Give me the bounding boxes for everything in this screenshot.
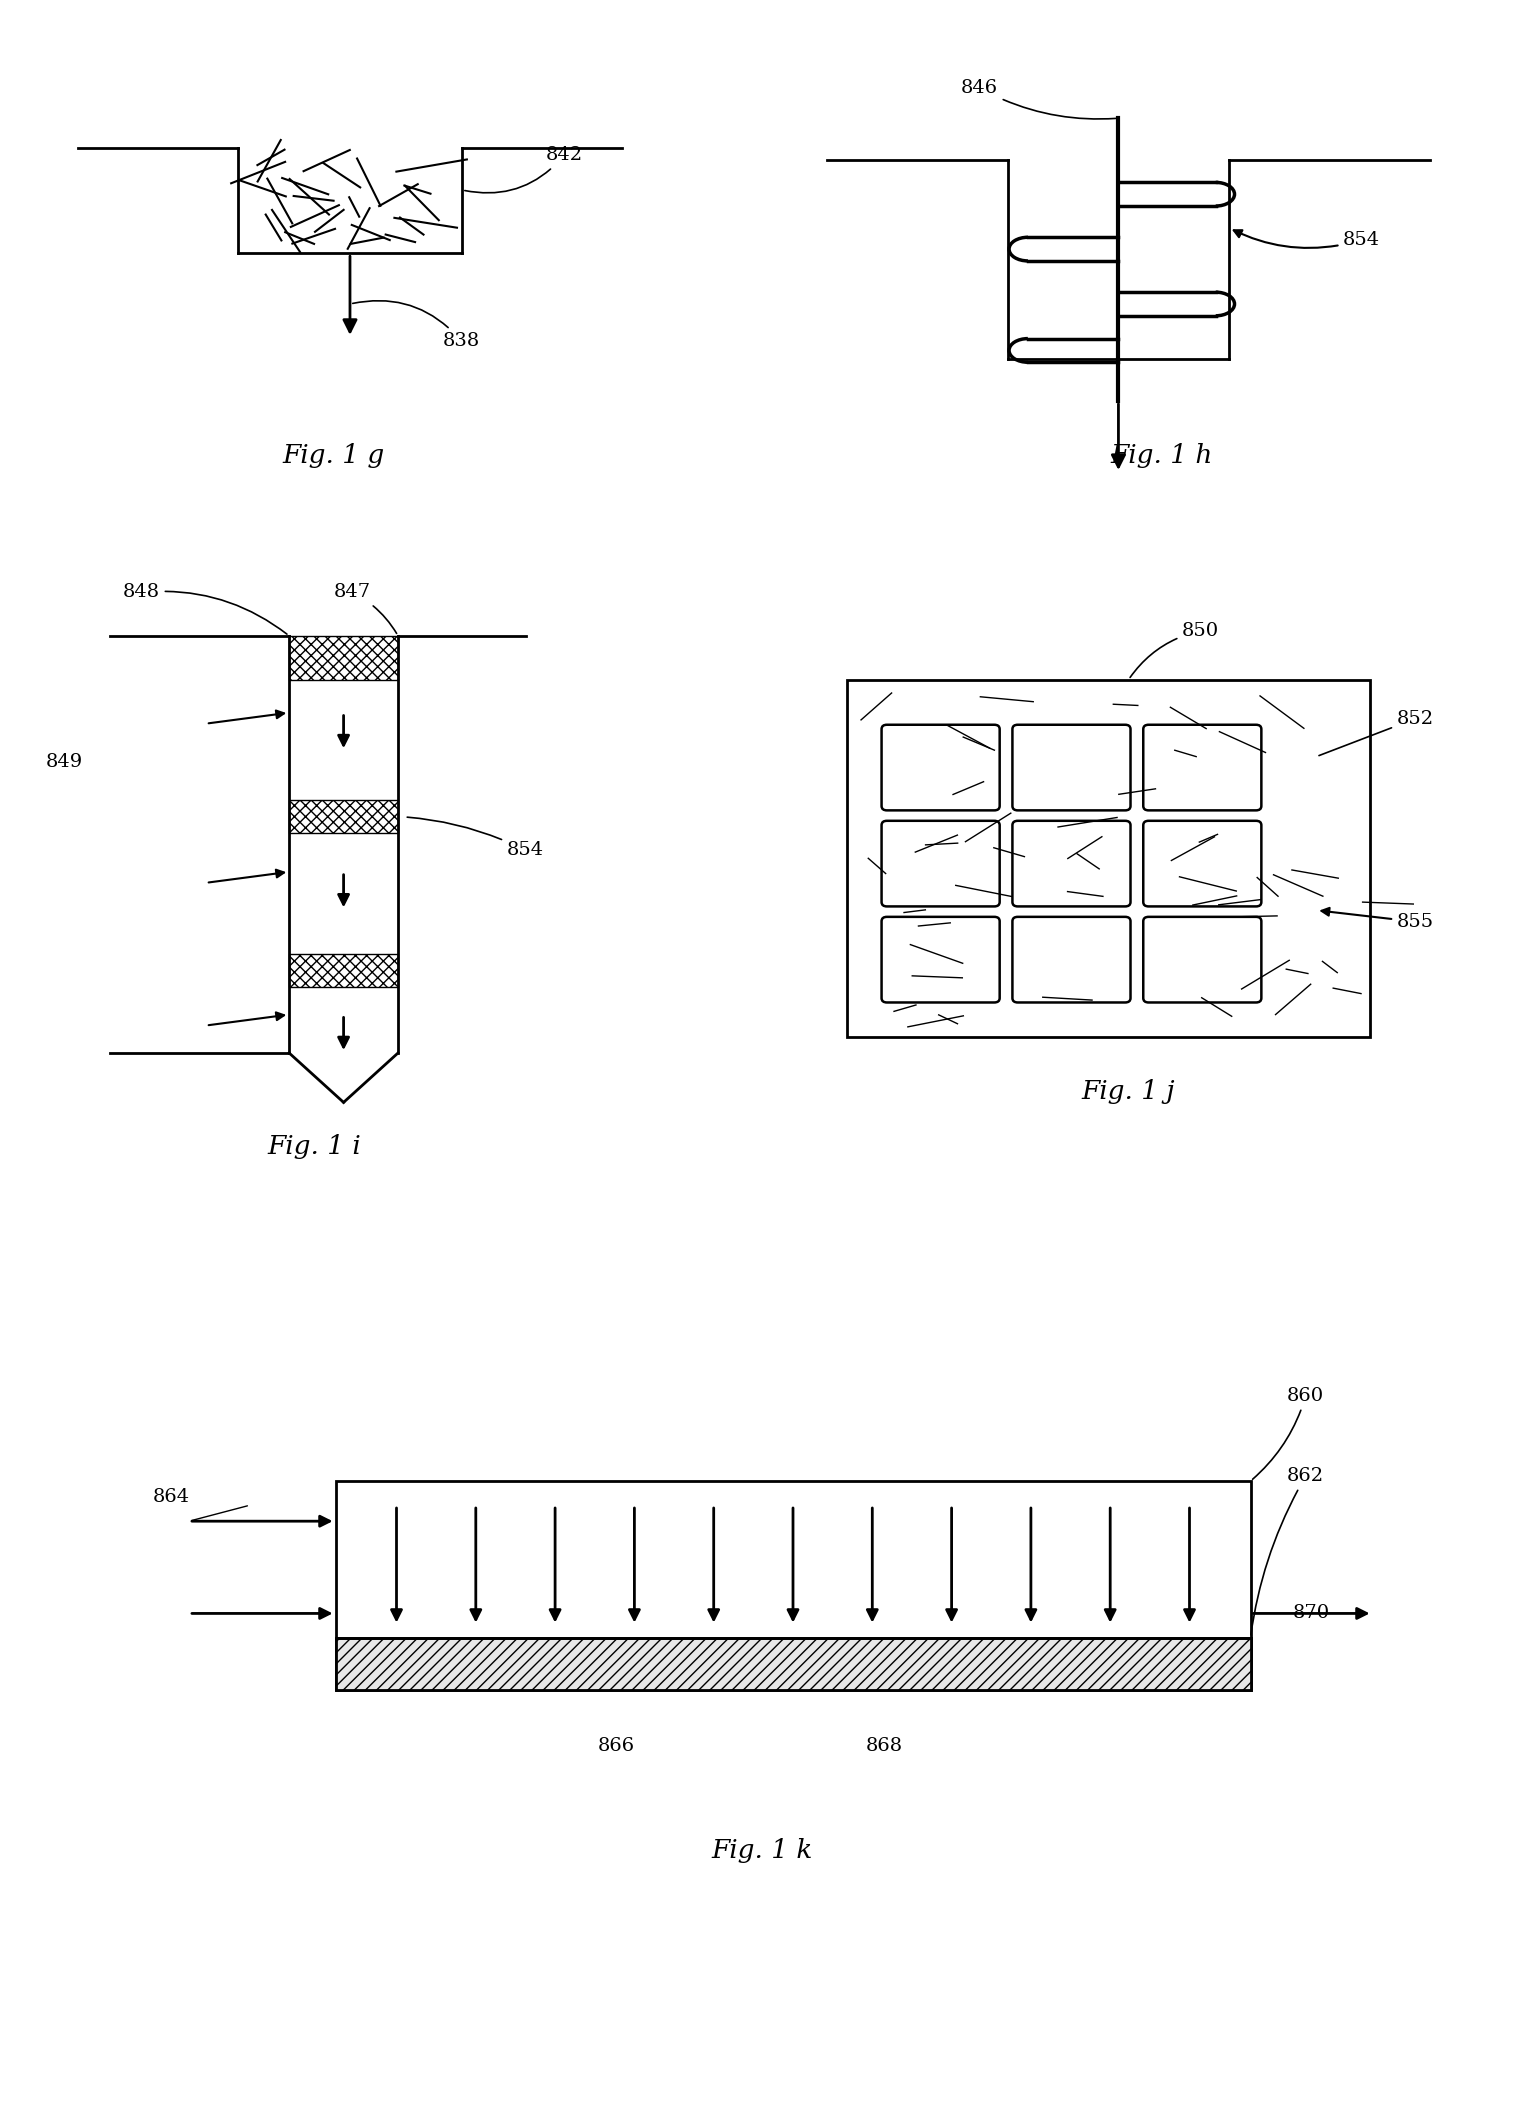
Bar (290, 800, 398, 834)
Text: 854: 854 (1234, 230, 1380, 249)
Text: 846: 846 (961, 78, 1116, 118)
Text: 864: 864 (152, 1488, 189, 1505)
Text: 870: 870 (1293, 1604, 1330, 1623)
Text: Fig. 1 k: Fig. 1 k (712, 1837, 813, 1862)
Text: 848: 848 (122, 583, 287, 633)
FancyBboxPatch shape (881, 916, 1000, 1003)
Text: Fig. 1 j: Fig. 1 j (1081, 1079, 1176, 1104)
FancyBboxPatch shape (1013, 821, 1130, 906)
Text: 860: 860 (1252, 1387, 1324, 1480)
Text: 862: 862 (1250, 1467, 1324, 1634)
Bar (336, 1638, 1250, 1689)
FancyBboxPatch shape (1144, 821, 1261, 906)
Text: Fig. 1 h: Fig. 1 h (1110, 443, 1214, 469)
Text: 842: 842 (465, 146, 583, 192)
Text: 850: 850 (1130, 623, 1220, 678)
Text: 852: 852 (1319, 709, 1434, 756)
Text: Fig. 1 g: Fig. 1 g (282, 443, 386, 469)
Text: 849: 849 (46, 754, 82, 771)
FancyBboxPatch shape (881, 821, 1000, 906)
Text: 866: 866 (598, 1737, 634, 1754)
FancyBboxPatch shape (881, 724, 1000, 811)
Bar (290, 954, 398, 988)
Text: 854: 854 (407, 817, 544, 859)
Bar (336, 1482, 1250, 1689)
FancyBboxPatch shape (1013, 724, 1130, 811)
Text: 855: 855 (1322, 908, 1434, 931)
FancyBboxPatch shape (1013, 916, 1130, 1003)
Text: 847: 847 (334, 583, 397, 633)
FancyBboxPatch shape (1144, 916, 1261, 1003)
Bar (290, 635, 398, 680)
Text: Fig. 1 i: Fig. 1 i (268, 1134, 361, 1159)
Text: 868: 868 (866, 1737, 903, 1754)
FancyBboxPatch shape (1144, 724, 1261, 811)
Bar (846, 680, 1369, 1037)
Text: 838: 838 (352, 300, 480, 350)
